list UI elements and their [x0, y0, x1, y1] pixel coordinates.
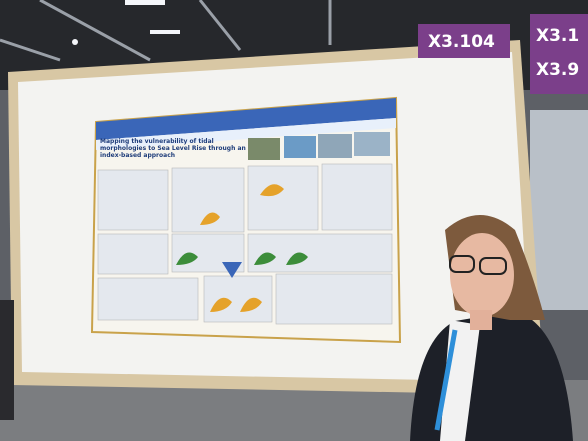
sign-bg: [530, 14, 588, 94]
person-face: [450, 233, 514, 317]
poster-title-box: Mapping the vulnerability of tidal morph…: [100, 138, 246, 159]
poster-title: Mapping the vulnerability of tidal morph…: [100, 138, 246, 159]
ceiling-beams: [0, 0, 332, 62]
poster-maps-green: [176, 252, 308, 265]
sign-label: X3.104: [428, 32, 495, 52]
lanyard: [434, 329, 458, 431]
bystander: [0, 300, 14, 420]
poster-title-band: [96, 118, 396, 150]
poster-maps: [200, 184, 284, 312]
sign-label: X3.1: [536, 26, 579, 46]
sign-label: X3.9: [536, 60, 579, 80]
far-wall: [530, 110, 588, 310]
poster-photos: [248, 132, 390, 160]
poster-arrow: [222, 262, 242, 278]
sign-bg: [418, 24, 510, 58]
person-neck: [470, 310, 492, 330]
poster-panels: [97, 163, 393, 325]
person-glasses: [449, 255, 507, 275]
poster-header: [96, 98, 396, 140]
